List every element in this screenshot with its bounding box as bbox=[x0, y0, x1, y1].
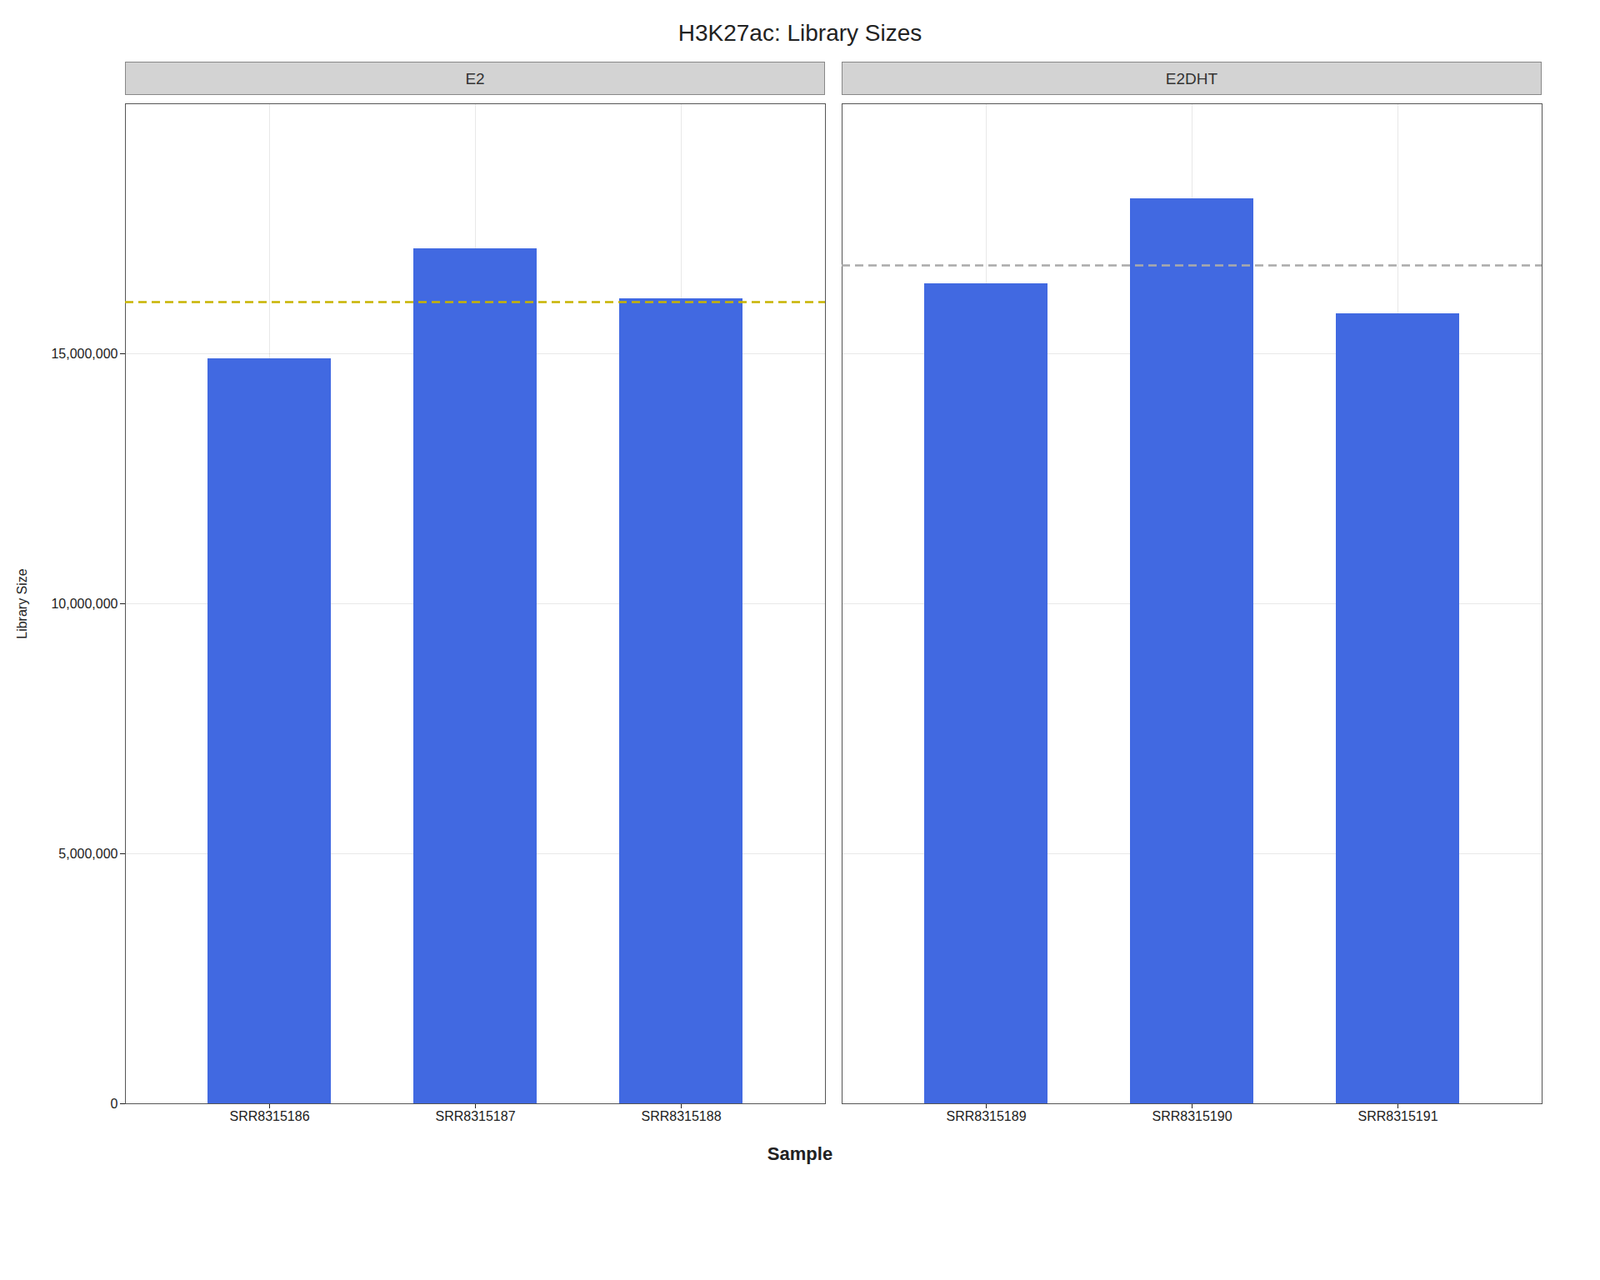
html-text:E2: E2 bbox=[465, 70, 485, 88]
svg-text:SRR8315190: SRR8315190 bbox=[1151, 1109, 1232, 1124]
svg-text:SRR8315188: SRR8315188 bbox=[640, 1109, 721, 1124]
svg-text:SRR8315186: SRR8315186 bbox=[229, 1109, 310, 1124]
html-text:E2DHT: E2DHT bbox=[1165, 70, 1218, 88]
svg-text:15,000,000: 15,000,000 bbox=[50, 346, 118, 361]
svg-text:SRR8315189: SRR8315189 bbox=[945, 1109, 1026, 1124]
svg-text:SRR8315191: SRR8315191 bbox=[1357, 1109, 1438, 1124]
svg-text:Library Size: Library Size bbox=[15, 568, 30, 640]
svg-text:5,000,000: 5,000,000 bbox=[58, 846, 118, 861]
svg-text:0: 0 bbox=[110, 1096, 119, 1111]
svg-text:10,000,000: 10,000,000 bbox=[50, 596, 118, 611]
html-text:Sample: Sample bbox=[767, 1143, 833, 1165]
html-text:H3K27ac: Library Sizes: H3K27ac: Library Sizes bbox=[678, 20, 922, 46]
svg-text:SRR8315187: SRR8315187 bbox=[435, 1109, 515, 1124]
